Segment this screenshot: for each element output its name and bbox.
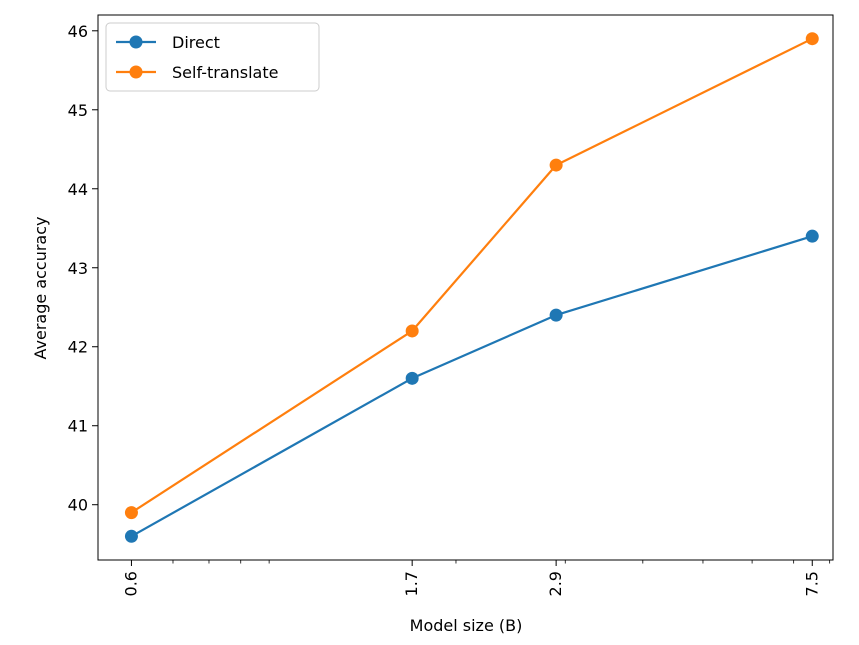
y-tick-label: 46 — [68, 22, 88, 41]
y-axis: 40 41 42 43 44 45 46 — [68, 22, 98, 515]
series-line — [130, 37, 813, 514]
x-tick-label: 2.9 — [546, 571, 565, 596]
y-tick-label: 43 — [68, 259, 88, 278]
y-tick-label: 42 — [68, 338, 88, 357]
y-tick-label: 40 — [68, 496, 88, 515]
data-point — [124, 506, 138, 520]
y-tick-label: 45 — [68, 101, 88, 120]
data-point — [405, 371, 419, 385]
data-point — [549, 308, 563, 322]
x-axis: 0.6 1.7 2.9 7.5 — [121, 560, 831, 596]
y-tick-label: 44 — [68, 180, 88, 199]
data-point — [405, 324, 419, 338]
legend-marker — [129, 35, 143, 49]
legend-marker — [129, 65, 143, 79]
x-tick-label: 1.7 — [402, 571, 421, 596]
data-point — [124, 529, 138, 543]
legend-box — [105, 22, 320, 92]
plot-frame — [97, 14, 834, 561]
legend: Direct Self-translate — [105, 22, 320, 92]
series-line — [130, 235, 813, 538]
y-axis-label: Average accuracy — [31, 217, 50, 360]
x-tick-label: 0.6 — [121, 571, 140, 596]
legend-label: Self-translate — [172, 63, 278, 82]
data-point — [805, 229, 819, 243]
x-axis-label: Model size (B) — [410, 616, 523, 635]
y-tick-label: 41 — [68, 417, 88, 436]
data-point — [549, 158, 563, 172]
x-tick-label: 7.5 — [802, 571, 821, 596]
plot-area — [97, 14, 834, 561]
legend-label: Direct — [172, 33, 220, 52]
data-point — [805, 32, 819, 46]
